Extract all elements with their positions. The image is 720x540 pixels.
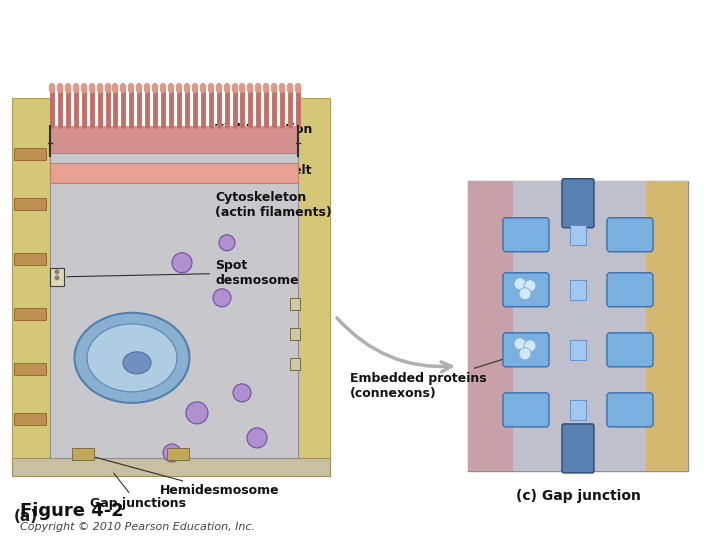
Ellipse shape	[87, 324, 177, 392]
Text: Spot
desmosome: Spot desmosome	[67, 259, 299, 287]
Text: Copyright © 2010 Pearson Education, Inc.: Copyright © 2010 Pearson Education, Inc.	[20, 522, 255, 532]
Bar	[290, 328, 300, 340]
Bar	[570, 340, 586, 360]
FancyBboxPatch shape	[562, 424, 594, 473]
FancyBboxPatch shape	[562, 179, 594, 228]
Bar	[50, 163, 298, 183]
Circle shape	[55, 269, 60, 274]
Bar	[12, 98, 50, 476]
Circle shape	[514, 278, 526, 290]
Bar	[290, 298, 300, 310]
Circle shape	[524, 340, 536, 352]
Text: (c) Gap junction: (c) Gap junction	[516, 489, 640, 503]
Text: Gap junctions: Gap junctions	[90, 473, 186, 510]
Bar	[298, 98, 330, 476]
Circle shape	[247, 428, 267, 448]
FancyBboxPatch shape	[607, 218, 653, 252]
Bar	[14, 413, 46, 425]
FancyBboxPatch shape	[607, 393, 653, 427]
Bar	[72, 448, 94, 460]
Circle shape	[186, 402, 208, 424]
Bar	[570, 280, 586, 300]
Circle shape	[519, 288, 531, 300]
FancyBboxPatch shape	[607, 273, 653, 307]
FancyBboxPatch shape	[503, 393, 549, 427]
Ellipse shape	[123, 352, 151, 374]
Bar	[14, 147, 46, 160]
Text: Tight junction: Tight junction	[53, 123, 312, 136]
Circle shape	[213, 289, 231, 307]
Text: Intercellular Connections: Intercellular Connections	[104, 21, 616, 55]
FancyBboxPatch shape	[503, 218, 549, 252]
Bar	[50, 268, 64, 286]
Bar	[513, 181, 646, 471]
Bar	[14, 253, 46, 265]
Bar	[570, 400, 586, 420]
Bar	[50, 153, 298, 458]
Bar	[14, 198, 46, 210]
Text: Embedded proteins
(connexons): Embedded proteins (connexons)	[350, 350, 531, 400]
Bar	[468, 181, 513, 471]
Text: Hemidesmosome: Hemidesmosome	[86, 455, 279, 497]
Bar	[290, 358, 300, 370]
FancyBboxPatch shape	[503, 273, 549, 307]
Circle shape	[172, 253, 192, 273]
Bar	[12, 458, 330, 476]
Circle shape	[524, 280, 536, 292]
Bar	[14, 308, 46, 320]
Circle shape	[163, 444, 181, 462]
FancyBboxPatch shape	[503, 333, 549, 367]
Ellipse shape	[74, 313, 189, 403]
Bar	[167, 448, 189, 460]
FancyBboxPatch shape	[607, 333, 653, 367]
Circle shape	[219, 235, 235, 251]
Text: Adhesion belt: Adhesion belt	[177, 164, 312, 177]
Bar	[646, 181, 688, 471]
Circle shape	[55, 275, 60, 280]
Circle shape	[233, 384, 251, 402]
Text: (a): (a)	[14, 509, 38, 524]
Bar	[570, 225, 586, 245]
Circle shape	[519, 348, 531, 360]
Text: Figure 4-2: Figure 4-2	[20, 502, 124, 520]
Bar	[14, 363, 46, 375]
Bar	[468, 181, 688, 471]
Circle shape	[514, 338, 526, 350]
Text: Cytoskeleton
(actin filaments): Cytoskeleton (actin filaments)	[215, 191, 332, 219]
Bar	[50, 126, 298, 153]
